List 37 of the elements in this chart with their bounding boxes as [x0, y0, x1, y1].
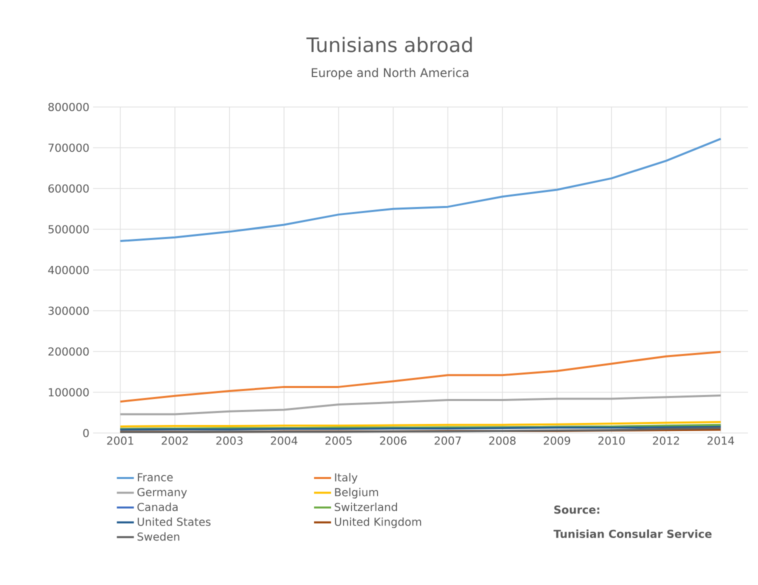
y-tick-label: 400000: [48, 266, 89, 274]
x-tick-label: 2009: [544, 436, 570, 445]
line-series: [119, 394, 722, 416]
legend-label: France: [138, 473, 173, 482]
legend-label: Switzerland: [334, 502, 397, 512]
source-note: Source:: [554, 506, 600, 514]
line-series: [119, 138, 722, 242]
legend-label: Italy: [335, 473, 358, 484]
x-tick-label: 2010: [598, 436, 625, 445]
x-tick-label: 2007: [434, 436, 461, 445]
legend-label: United States: [138, 517, 211, 526]
legend-label: Canada: [137, 502, 178, 512]
y-tick-label: 700000: [48, 144, 89, 152]
chart-title: Tunisians abroad: [306, 36, 472, 52]
y-tick-label: 600000: [48, 184, 89, 193]
x-tick-label: 2003: [216, 436, 243, 445]
y-tick-label: 100000: [48, 388, 89, 396]
x-tick-label: 2002: [162, 436, 188, 445]
text: Tunisian Consular Service: [554, 530, 712, 538]
legend-label: Belgium: [335, 488, 378, 498]
legend-label: United Kingdom: [335, 517, 422, 528]
x-tick-label: 2005: [325, 436, 352, 445]
y-tick-label: 200000: [48, 347, 89, 356]
legend-label: Sweden: [138, 532, 180, 541]
x-tick-label: 2014: [708, 436, 734, 445]
y-tick-label: 0: [83, 428, 89, 438]
line-series: [119, 350, 722, 403]
x-tick-label: 2001: [107, 436, 134, 445]
x-tick-label: 2006: [380, 436, 406, 445]
chart-subtitle: Europe and North America: [312, 68, 468, 80]
y-tick-label: 500000: [48, 225, 89, 234]
y-tick-label: 300000: [48, 306, 89, 315]
x-tick-label: 2012: [652, 436, 679, 445]
x-tick-label: 2008: [489, 436, 516, 445]
legend-label: Germany: [137, 488, 187, 498]
x-tick-label: 2004: [270, 436, 298, 445]
y-tick-label: 800000: [48, 102, 89, 112]
